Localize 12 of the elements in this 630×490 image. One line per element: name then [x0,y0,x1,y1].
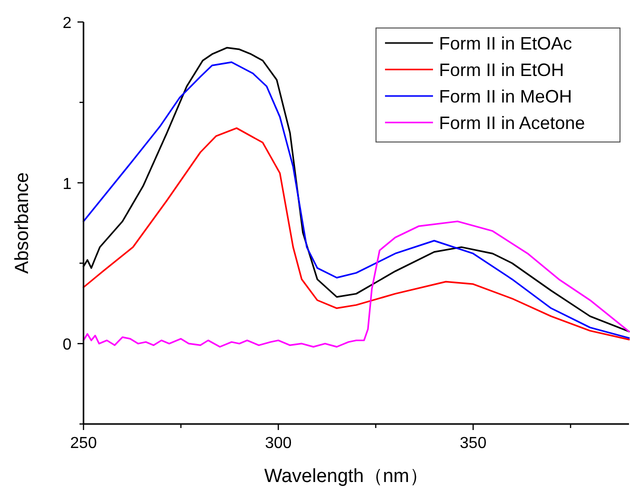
legend-label: Form II in Acetone [439,113,586,133]
legend-label: Form II in MeOH [439,86,572,106]
y-tick-label: 0 [62,336,72,354]
legend-label: Form II in EtOH [439,60,564,80]
x-tick-label: 250 [70,435,97,452]
x-axis-title: Wavelength（nm） [264,466,428,487]
y-tick-label: 2 [62,15,72,32]
legend-label: Form II in EtOAc [439,34,572,54]
y-axis-title: Absorbance [12,172,33,274]
x-tick-label: 300 [264,435,292,452]
x-tick-label: 350 [460,435,487,452]
y-tick-label: 1 [62,176,72,193]
